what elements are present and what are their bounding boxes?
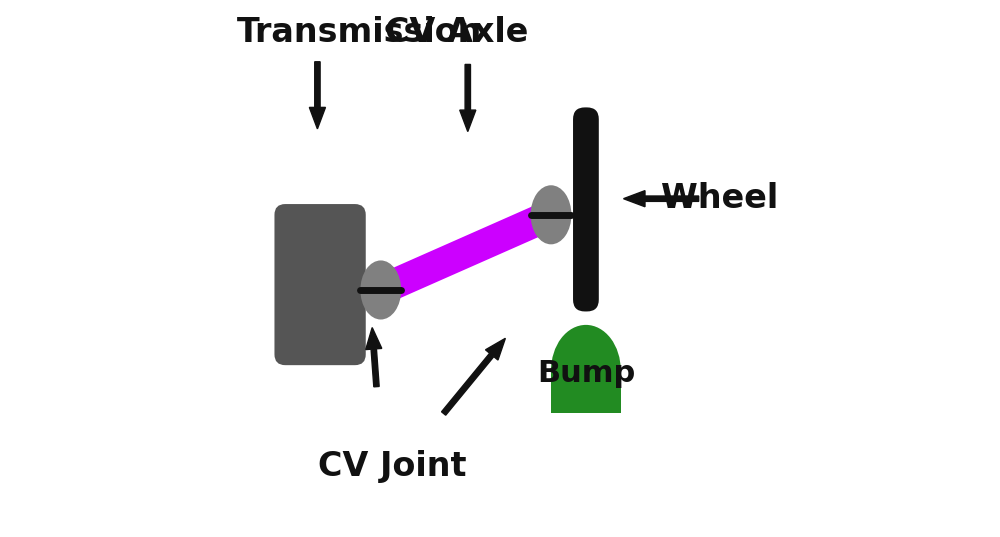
- FancyArrow shape: [624, 191, 699, 207]
- Text: CV Joint: CV Joint: [318, 451, 467, 483]
- FancyArrow shape: [460, 64, 476, 132]
- Ellipse shape: [551, 325, 621, 416]
- Text: Wheel: Wheel: [661, 182, 778, 215]
- FancyArrow shape: [309, 62, 325, 129]
- Ellipse shape: [360, 260, 401, 320]
- Bar: [551, 371, 621, 413]
- Bar: [551, 368, 621, 413]
- Bar: [546, 368, 626, 419]
- Text: Bump: Bump: [537, 359, 635, 388]
- FancyArrow shape: [366, 328, 382, 387]
- FancyBboxPatch shape: [274, 204, 366, 365]
- FancyArrow shape: [442, 338, 505, 415]
- Text: Transmission: Transmission: [237, 16, 482, 49]
- Ellipse shape: [531, 185, 571, 244]
- FancyBboxPatch shape: [573, 107, 599, 311]
- Text: CV Axle: CV Axle: [385, 16, 529, 49]
